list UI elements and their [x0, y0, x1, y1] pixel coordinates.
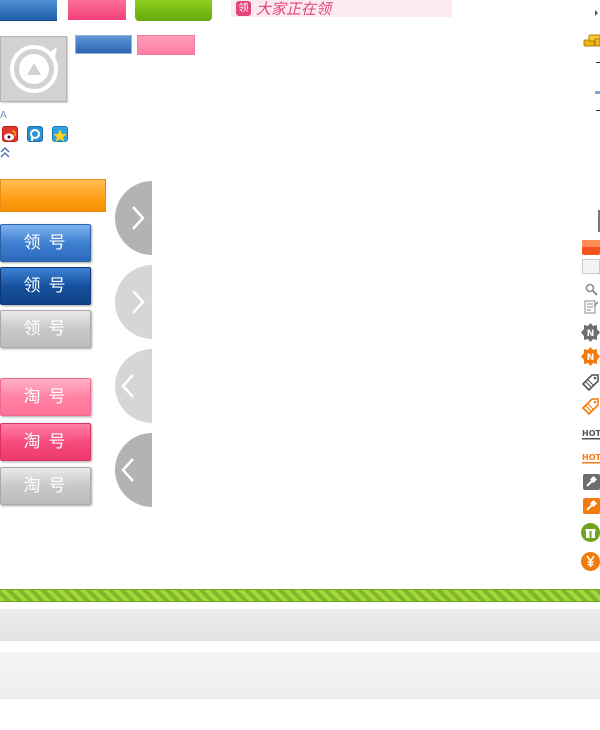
new-badge-gray-icon: N — [581, 323, 600, 342]
magnifier-icon[interactable] — [585, 283, 599, 296]
arrow-left-button-light[interactable] — [115, 349, 152, 423]
hot-gray-icon: HOT — [582, 429, 600, 440]
taobao-button-hover[interactable]: 淘号 — [0, 423, 91, 461]
tag-gray-icon — [581, 374, 599, 392]
claim-button-normal[interactable]: 领号 — [0, 224, 91, 262]
top-green-button[interactable] — [135, 0, 212, 21]
top-pink-button[interactable] — [68, 0, 126, 20]
taobao-button-normal[interactable]: 淘号 — [0, 378, 91, 416]
tag-orange-icon — [581, 398, 599, 416]
svg-text:HOT: HOT — [582, 453, 600, 462]
svg-text:N: N — [587, 353, 595, 363]
claim-button-disabled[interactable]: 领号 — [0, 310, 91, 348]
orange-bar-button[interactable] — [0, 179, 106, 212]
banner-strip — [231, 0, 452, 17]
avatar-placeholder — [0, 36, 67, 102]
logo-placeholder-icon — [10, 45, 58, 93]
green-striped-bar — [0, 589, 600, 602]
gray-bar-2 — [0, 652, 600, 699]
svg-text:HOT: HOT — [582, 429, 600, 438]
gift-icon — [581, 523, 600, 542]
small-triangle-icon — [595, 10, 598, 16]
tiny-arrow — [595, 91, 600, 94]
small-blue-button[interactable] — [75, 35, 132, 54]
new-badge-orange-icon: N — [581, 347, 600, 366]
tiny-dash-2 — [596, 110, 600, 111]
qzone-icon[interactable] — [52, 126, 68, 142]
taobao-button-disabled[interactable]: 淘号 — [0, 467, 91, 505]
yuan-icon — [581, 552, 600, 571]
svg-text:N: N — [587, 329, 595, 339]
arrow-left-icon — [121, 374, 134, 398]
tiny-dash — [596, 62, 600, 63]
auction-orange-icon — [583, 498, 600, 514]
weibo-icon[interactable] — [2, 126, 18, 142]
arrow-left-button[interactable] — [115, 433, 152, 507]
arrow-right-button-light[interactable] — [115, 265, 152, 339]
small-glyph: A — [0, 110, 7, 121]
coins-icon — [583, 34, 600, 47]
claim-button-hover[interactable]: 领号 — [0, 267, 91, 305]
gray-bar-1 — [0, 609, 600, 641]
auction-gray-icon — [583, 474, 600, 490]
vertical-line — [598, 210, 600, 232]
claim-badge-icon: 领 — [236, 1, 251, 16]
white-square-icon[interactable] — [582, 259, 600, 274]
top-blue-button[interactable] — [0, 0, 57, 21]
small-pink-button[interactable] — [137, 35, 195, 55]
hot-orange-icon: HOT — [582, 453, 600, 464]
arrow-right-button[interactable] — [115, 181, 152, 255]
arrow-right-icon — [132, 290, 145, 314]
document-icon[interactable] — [584, 300, 599, 314]
arrow-right-icon — [132, 206, 145, 230]
tencent-icon[interactable] — [27, 126, 43, 142]
orange-square-icon[interactable] — [582, 240, 600, 255]
banner-text: 大家正在领 — [256, 0, 332, 18]
double-chevron-up-icon[interactable] — [0, 146, 10, 158]
arrow-left-icon — [121, 458, 134, 482]
